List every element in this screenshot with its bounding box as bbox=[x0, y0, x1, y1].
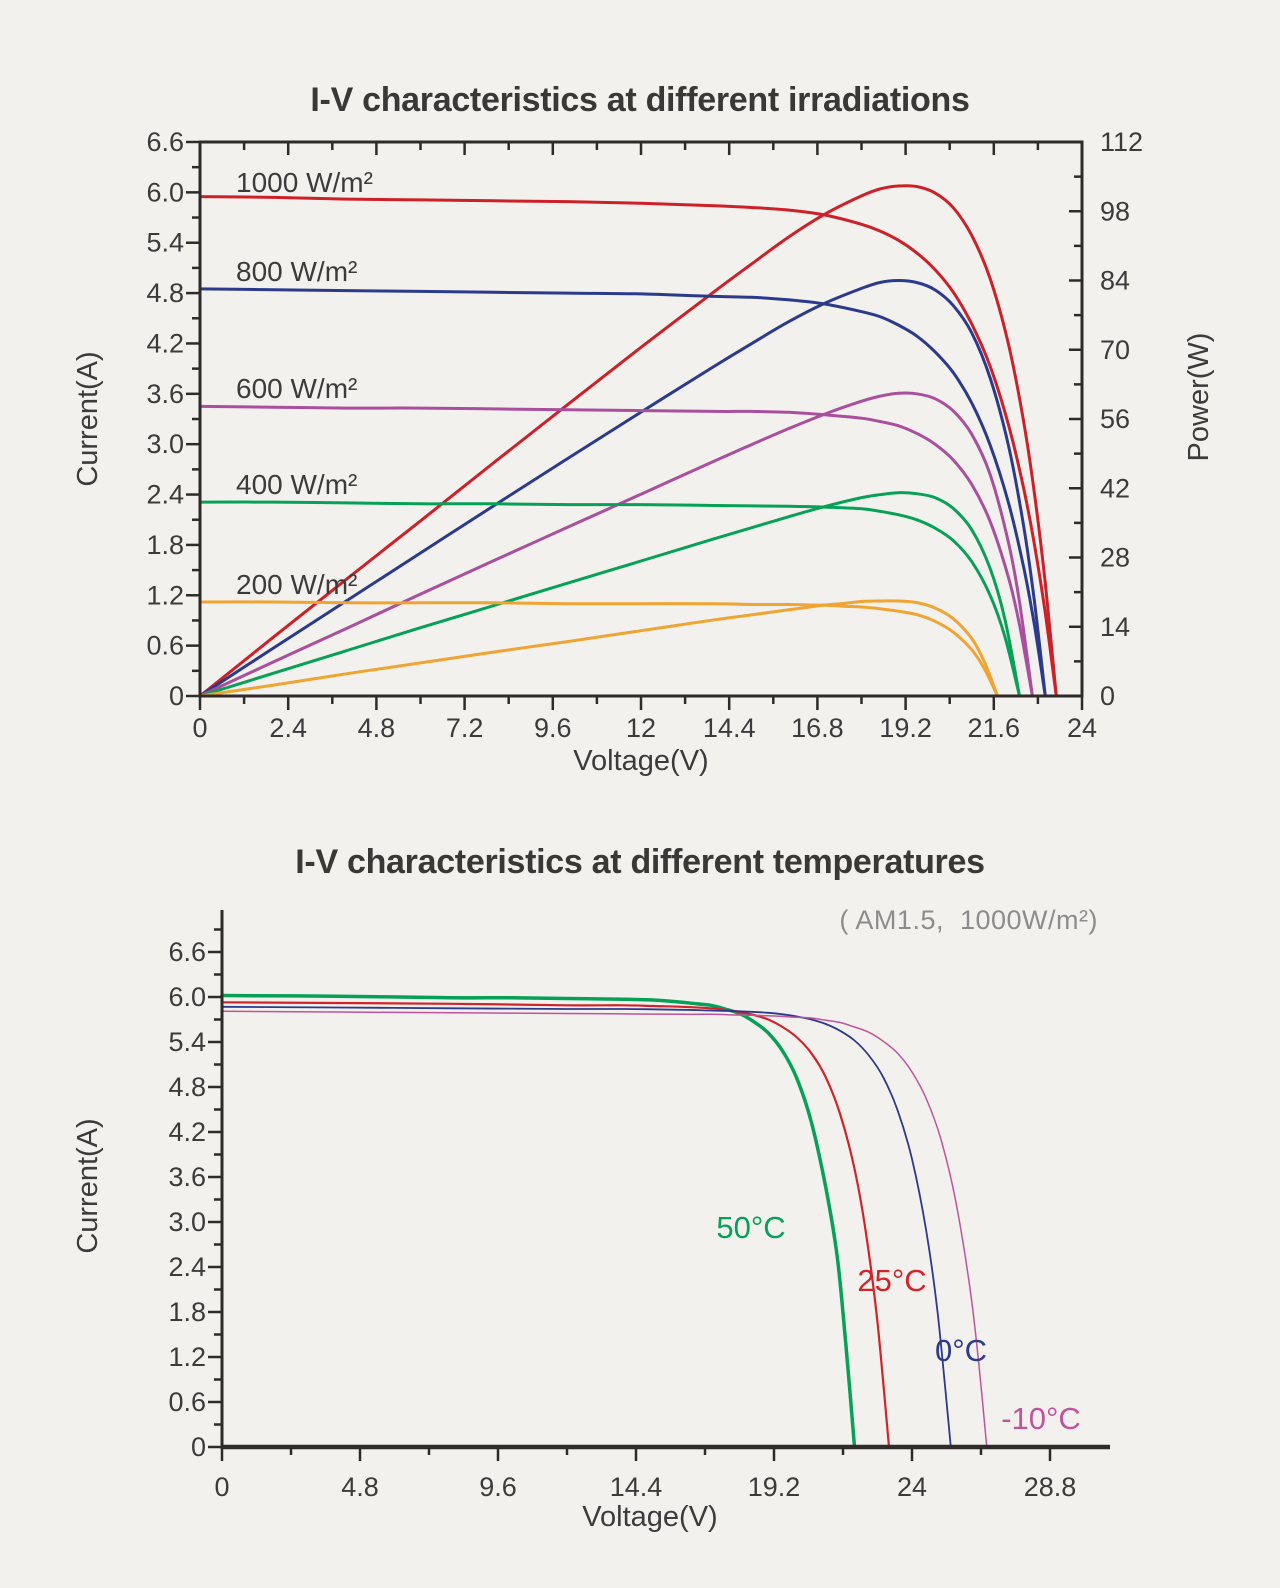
y-tick-label: 5.4 bbox=[146, 228, 184, 258]
y-tick-label: 0.6 bbox=[168, 1387, 206, 1417]
curve-label: 50°C bbox=[716, 1210, 785, 1245]
x-tick-label: 0 bbox=[214, 1472, 229, 1502]
y-tick-label: 6.0 bbox=[168, 982, 206, 1012]
y-tick-label: 3.6 bbox=[168, 1162, 206, 1192]
y-tick-label: 6.6 bbox=[168, 937, 206, 967]
y-tick-label: 0 bbox=[169, 681, 184, 711]
x-tick-label: 19.2 bbox=[748, 1472, 801, 1502]
power-1000Wm2 bbox=[198, 184, 1058, 698]
x-tick-label: 16.8 bbox=[791, 713, 844, 743]
y-right-tick-label: 84 bbox=[1100, 266, 1130, 296]
iv-temperature-axes: 0 4.8 9.6 14.4 19.2 24 28.8 0 0.6 1.2 1.8 2.4 3.0 3.6… bbox=[72, 910, 1110, 1533]
x-tick-label: 0 bbox=[192, 713, 207, 743]
y-right-axis-title: Power(W) bbox=[1183, 333, 1215, 462]
y-right-tick-label: 28 bbox=[1100, 543, 1130, 573]
y-tick-label: 3.0 bbox=[168, 1207, 206, 1237]
power-400Wm2 bbox=[198, 491, 1021, 698]
y-right-tick-label: 70 bbox=[1100, 335, 1130, 365]
x-tick-label: 4.8 bbox=[358, 713, 396, 743]
y-tick-label: 1.8 bbox=[146, 530, 184, 560]
x-tick-label: 12 bbox=[626, 713, 656, 743]
current-800Wm2 bbox=[198, 287, 1047, 698]
y-tick-label: 1.8 bbox=[168, 1297, 206, 1327]
y-right-tick-label: 0 bbox=[1100, 681, 1115, 711]
y-right-tick-label: 42 bbox=[1100, 473, 1130, 503]
y-right-tick-label: 56 bbox=[1100, 404, 1130, 434]
y-tick-label: 0.6 bbox=[146, 631, 184, 661]
y-tick-label: 4.2 bbox=[146, 328, 184, 358]
x-axis-title: Voltage(V) bbox=[573, 745, 708, 777]
y-tick-label: 1.2 bbox=[168, 1342, 206, 1372]
current-0C bbox=[221, 1005, 952, 1448]
irradiation-chart-title: I-V characteristics at different irradia… bbox=[310, 81, 970, 119]
x-tick-label: 9.6 bbox=[479, 1472, 517, 1502]
current-minus10C bbox=[221, 1010, 988, 1448]
power-600Wm2 bbox=[198, 391, 1034, 698]
iv-irradiation-series bbox=[198, 184, 1058, 698]
x-axis-title: Voltage(V) bbox=[582, 1501, 717, 1533]
x-tick-label: 14.4 bbox=[610, 1472, 663, 1502]
power-200Wm2 bbox=[198, 599, 999, 698]
curve-label: 600 W/m² bbox=[236, 373, 357, 404]
y-axis-title: Current(A) bbox=[72, 351, 104, 486]
x-tick-label: 24 bbox=[1067, 713, 1097, 743]
current-600Wm2 bbox=[198, 404, 1034, 698]
y-right-tick-label: 98 bbox=[1100, 196, 1130, 226]
curve-label: 0°C bbox=[935, 1333, 987, 1368]
y-tick-label: 5.4 bbox=[168, 1027, 206, 1057]
iv-temperature-series bbox=[220, 993, 988, 1448]
y-axis-title: Current(A) bbox=[72, 1118, 104, 1253]
y-tick-label: 4.2 bbox=[168, 1117, 206, 1147]
y-tick-label: 0 bbox=[191, 1432, 206, 1462]
curve-label: 800 W/m² bbox=[236, 256, 357, 287]
x-tick-label: 24 bbox=[897, 1472, 927, 1502]
temperature-chart-title: I-V characteristics at different tempera… bbox=[295, 843, 985, 881]
current-25C bbox=[220, 1001, 891, 1448]
y-tick-label: 3.0 bbox=[146, 429, 184, 459]
current-200Wm2 bbox=[198, 600, 999, 698]
y-tick-label: 4.8 bbox=[168, 1072, 206, 1102]
plot-frame bbox=[198, 140, 1084, 698]
test-conditions-annotation: ( AM1.5, 1000W/m²) bbox=[839, 905, 1098, 935]
y-tick-label: 6.6 bbox=[146, 127, 184, 157]
y-tick-label: 2.4 bbox=[168, 1252, 206, 1282]
curve-label: -10°C bbox=[1001, 1401, 1081, 1436]
curve-label: 400 W/m² bbox=[236, 469, 357, 500]
x-tick-label: 28.8 bbox=[1024, 1472, 1077, 1502]
x-tick-label: 14.4 bbox=[703, 713, 756, 743]
curve-label: 25°C bbox=[857, 1263, 926, 1298]
x-tick-label: 4.8 bbox=[341, 1472, 379, 1502]
y-tick-label: 2.4 bbox=[146, 480, 184, 510]
iv-irradiation-axes: 0 2.4 4.8 7.2 9.6 12 14.4 16.8 19.2 21.6 2400.61.2… bbox=[72, 127, 1215, 777]
curve-label: 200 W/m² bbox=[236, 569, 357, 600]
x-tick-label: 21.6 bbox=[968, 713, 1021, 743]
curve-label: 1000 W/m² bbox=[236, 167, 373, 198]
current-1000Wm2 bbox=[198, 195, 1058, 698]
y-tick-label: 6.0 bbox=[146, 177, 184, 207]
x-tick-label: 19.2 bbox=[879, 713, 932, 743]
x-tick-label: 7.2 bbox=[446, 713, 484, 743]
x-tick-label: 9.6 bbox=[534, 713, 572, 743]
y-right-tick-label: 112 bbox=[1100, 127, 1143, 157]
x-tick-label: 2.4 bbox=[269, 713, 307, 743]
y-tick-label: 3.6 bbox=[146, 379, 184, 409]
y-tick-label: 4.8 bbox=[146, 278, 184, 308]
y-right-tick-label: 14 bbox=[1100, 612, 1130, 642]
power-800Wm2 bbox=[198, 278, 1047, 698]
y-tick-label: 1.2 bbox=[146, 580, 184, 610]
